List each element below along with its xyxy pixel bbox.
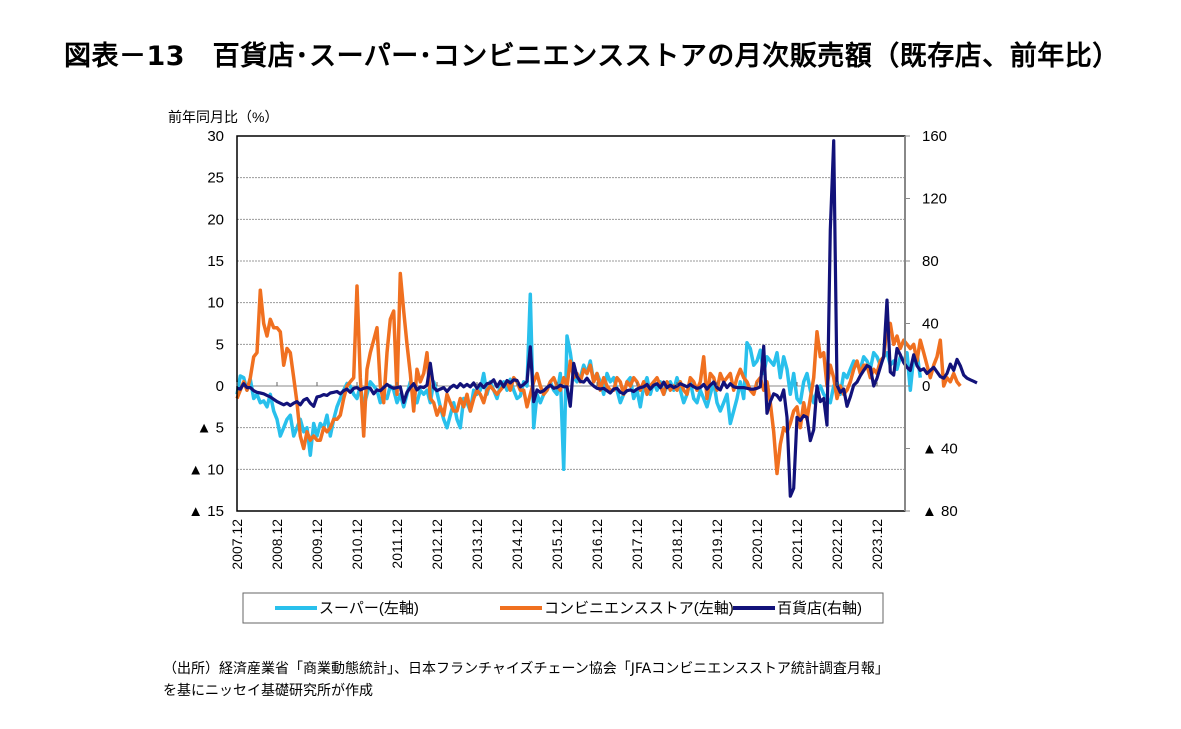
y-left-tick-label: 20 (207, 211, 224, 228)
y-axis-label: 前年同月比（%） (168, 109, 278, 125)
x-tick-label: 2015.12 (549, 519, 565, 570)
x-tick-label: 2018.12 (669, 519, 685, 570)
y-left-tick-label: 30 (207, 128, 224, 145)
y-left-tick-label: 10 (207, 295, 224, 312)
x-tick-label: 2022.12 (829, 519, 845, 570)
left-axis-ticks: 30 25 20 15 10 5 0 ▲ 5 ▲ 10 ▲ 15 (188, 128, 224, 520)
x-tick-label: 2009.12 (309, 519, 325, 570)
legend-label: コンビニエンスストア(左軸) (544, 600, 734, 617)
y-left-tick-label: 5 (216, 336, 224, 353)
x-tick-label: 2017.12 (629, 519, 645, 570)
x-tick-label: 2013.12 (469, 519, 485, 570)
x-tick-label: 2023.12 (869, 519, 885, 570)
x-tick-label: 2021.12 (789, 519, 805, 570)
grid-lines (237, 177, 905, 470)
y-left-tick-label: 15 (207, 253, 224, 270)
series-line-cvs (235, 271, 962, 476)
y-left-tick-label: 0 (216, 378, 224, 395)
x-axis-ticks: 2007.12 2008.12 2009.12 2010.12 2011.12 2012.… (229, 382, 885, 570)
right-axis-ticks: 160 120 80 40 0 ▲ 40 ▲ 80 (905, 128, 958, 520)
legend-box (242, 592, 884, 624)
x-tick-label: 2016.12 (589, 519, 605, 570)
y-right-tick-label: ▲ 40 (922, 441, 958, 458)
y-right-tick-label: 80 (922, 253, 939, 270)
y-right-tick-label: 120 (922, 191, 947, 208)
plot-area-frame (236, 135, 906, 512)
y-left-tick-label: 25 (207, 170, 224, 187)
x-tick-label: 2012.12 (429, 519, 445, 570)
source-note-line2: を基にニッセイ基礎研究所が作成 (163, 683, 373, 699)
x-tick-label: 2007.12 (229, 519, 245, 570)
y-right-tick-label: 160 (922, 128, 947, 145)
legend-label: 百貨店(右軸) (777, 600, 862, 617)
y-left-tick-label: ▲ 15 (188, 503, 224, 520)
series-line-dept (236, 139, 978, 498)
y-left-tick-label: ▲ 10 (188, 461, 224, 478)
series-lines (235, 139, 978, 498)
y-right-tick-label: 40 (922, 316, 939, 333)
x-tick-label: 2019.12 (709, 519, 725, 570)
y-left-tick-label: ▲ 5 (197, 420, 224, 437)
x-tick-label: 2020.12 (749, 519, 765, 570)
x-tick-label: 2010.12 (349, 519, 365, 570)
y-right-tick-label: 0 (922, 378, 930, 395)
x-tick-label: 2008.12 (269, 519, 285, 570)
y-right-tick-label: ▲ 80 (922, 503, 958, 520)
legend-label: スーパー(左軸) (319, 600, 419, 617)
x-tick-label: 2014.12 (509, 519, 525, 570)
source-note: （出所）経済産業省「商業動態統計」、日本フランチャイズチェーン協会「JFAコンビ… (163, 658, 889, 702)
x-tick-label: 2011.12 (389, 519, 405, 569)
chart-title: 図表－13 百貨店･スーパー･コンビニエンスストアの月次販売額（既存店、前年比） (64, 41, 1120, 72)
legend: スーパー(左軸) コンビニエンスストア(左軸) 百貨店(右軸) (242, 592, 884, 624)
source-note-line1: （出所）経済産業省「商業動態統計」、日本フランチャイズチェーン協会「JFAコンビ… (163, 661, 889, 677)
